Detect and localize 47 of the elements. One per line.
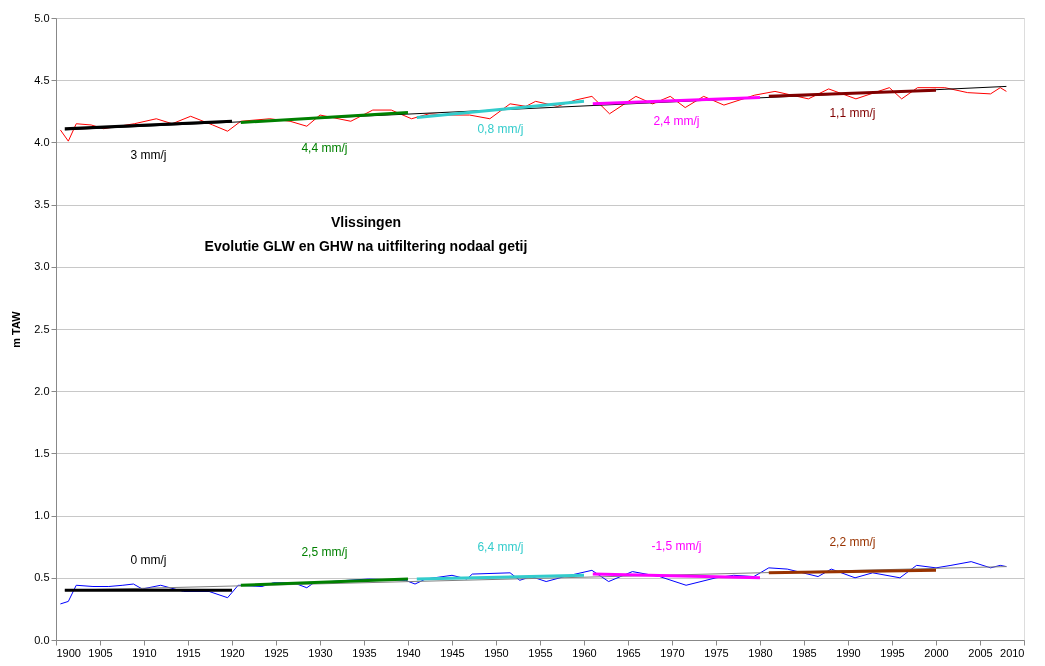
y-tick-label: 2.0 <box>34 384 50 397</box>
y-tick-label: 1.5 <box>34 446 50 459</box>
x-tick-label: 1960 <box>572 646 597 659</box>
x-tick-label: 1975 <box>704 646 729 659</box>
x-tick-label: 1995 <box>880 646 905 659</box>
x-tick-label: 2000 <box>924 646 949 659</box>
y-tick-label: 0.0 <box>34 633 50 646</box>
annotation: 0 mm/j <box>130 553 167 568</box>
x-tick-label: 1965 <box>616 646 641 659</box>
annotation: 3 mm/j <box>130 147 167 162</box>
annotation: 1,1 mm/j <box>829 106 876 121</box>
x-tick-label: 1915 <box>176 646 201 659</box>
x-tick-label: 1970 <box>660 646 685 659</box>
y-tick-label: 4.5 <box>34 73 50 86</box>
y-tick-label: 3.5 <box>34 198 50 211</box>
y-tick-label: 0.5 <box>34 571 50 584</box>
x-tick-label: 2005 <box>968 646 993 659</box>
annotation: 2,4 mm/j <box>653 113 700 128</box>
x-tick-label: 1925 <box>264 646 289 659</box>
annotation: 2,2 mm/j <box>829 534 876 549</box>
y-tick-label: 1.0 <box>34 509 50 522</box>
x-tick-label: 1930 <box>308 646 333 659</box>
x-tick-label: 1990 <box>836 646 861 659</box>
annotation: 2,5 mm/j <box>301 545 348 560</box>
text: Evolutie GLW en GHW na uitfiltering nodaal getij <box>204 238 528 254</box>
annotation: 4,4 mm/j <box>301 140 348 155</box>
y-axis-title: m TAW <box>10 310 23 348</box>
text: Vlissingen <box>330 214 402 230</box>
x-tick-label: 1920 <box>220 646 245 659</box>
x-tick-label: 1940 <box>396 646 421 659</box>
annotation: 0,8 mm/j <box>477 122 524 137</box>
annotation: 6,4 mm/j <box>477 540 524 555</box>
x-tick-label: 1910 <box>132 646 157 659</box>
x-tick-label: 1945 <box>440 646 465 659</box>
x-tick-label: 1900 <box>56 646 81 659</box>
y-tick-label: 3.0 <box>34 260 50 273</box>
x-tick-label: 1980 <box>748 646 773 659</box>
annotation: -1,5 mm/j <box>651 538 702 553</box>
x-tick-label: 1985 <box>792 646 817 659</box>
x-tick-label: 1955 <box>528 646 553 659</box>
x-tick-label: 1950 <box>484 646 509 659</box>
x-tick-label: 1935 <box>352 646 377 659</box>
x-tick-label: 2010 <box>1000 646 1025 659</box>
y-tick-label: 4.0 <box>34 135 50 148</box>
x-tick-label: 1905 <box>88 646 113 659</box>
y-tick-label: 2.5 <box>34 322 50 335</box>
y-tick-label: 5.0 <box>34 11 50 24</box>
